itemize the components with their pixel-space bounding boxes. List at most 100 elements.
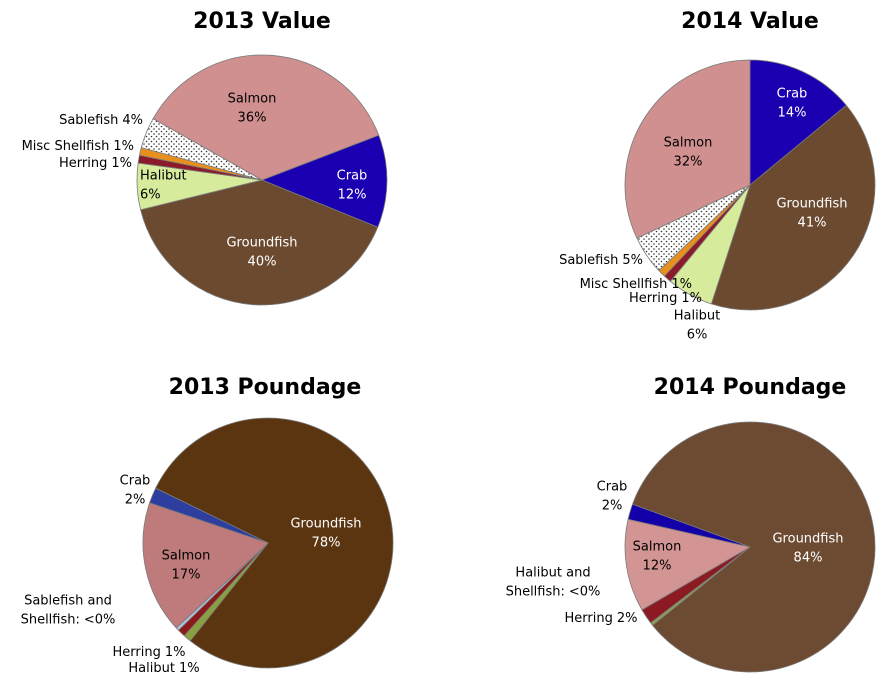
slice-label: 36% xyxy=(238,110,267,125)
slice-label: Crab xyxy=(120,473,151,488)
chart-title: 2013 Value xyxy=(193,9,331,34)
slice-label: 40% xyxy=(248,254,277,269)
slice-label: Shellfish: <0% xyxy=(21,612,116,627)
slice-value: 78% xyxy=(312,535,341,550)
slice-value: 1% xyxy=(671,277,692,292)
slice-name: Groundfish xyxy=(776,196,847,211)
slice-name: Halibut xyxy=(140,168,187,183)
pie-slice xyxy=(149,487,269,544)
pie-slice xyxy=(627,503,751,548)
slice-value: 1% xyxy=(165,645,186,660)
slice-label: 2% xyxy=(125,492,146,507)
slice-name: Shellfish: xyxy=(506,584,565,599)
slice-value: <0% xyxy=(569,584,601,599)
slice-value: 12% xyxy=(643,558,672,573)
slice-label: Sablefish and xyxy=(24,593,112,608)
slice-value: 41% xyxy=(798,215,827,230)
slice-label: 12% xyxy=(338,187,367,202)
slice-label: Sablefish 5% xyxy=(559,253,643,268)
slice-value: 32% xyxy=(674,154,703,169)
slice-label: Salmon xyxy=(162,548,211,563)
slice-name: Herring xyxy=(565,611,613,626)
slice-label: Herring 1% xyxy=(629,291,702,306)
slice-name: Groundfish xyxy=(290,516,361,531)
pie-slice xyxy=(624,518,752,611)
slice-label: Halibut 1% xyxy=(128,661,199,675)
slice-label: 41% xyxy=(798,215,827,230)
slice-label: Crab xyxy=(597,479,628,494)
pie-slice xyxy=(142,502,269,629)
slice-label: Halibut xyxy=(674,308,721,323)
slice-name: Groundfish xyxy=(226,235,297,250)
slice-value: 2% xyxy=(602,498,623,513)
slice-label: Misc Shellfish 1% xyxy=(22,139,134,154)
slice-value: 6% xyxy=(687,327,708,342)
slice-name: Misc Shellfish xyxy=(22,139,110,154)
pie-slice xyxy=(260,134,388,228)
slice-label: 2% xyxy=(602,498,623,513)
slice-label: 14% xyxy=(778,105,807,120)
chart-title: 2013 Poundage xyxy=(169,375,362,400)
slice-label: 78% xyxy=(312,535,341,550)
chart-title: 2014 Value xyxy=(681,9,819,34)
slice-name: Herring xyxy=(629,291,677,306)
slice-value: 1% xyxy=(111,156,132,171)
slice-value: 1% xyxy=(113,139,134,154)
slice-value: 14% xyxy=(778,105,807,120)
slice-name: Misc Shellfish xyxy=(580,277,668,292)
slice-label: 17% xyxy=(172,567,201,582)
slice-value: 36% xyxy=(238,110,267,125)
slice-name: Herring xyxy=(113,645,161,660)
slice-label: Halibut and xyxy=(515,565,590,580)
slice-label: Herring 1% xyxy=(113,645,186,660)
slice-name: Sablefish xyxy=(59,113,118,128)
slice-label: 6% xyxy=(687,327,708,342)
slice-label: Salmon xyxy=(664,135,713,150)
slice-name: Salmon xyxy=(664,135,713,150)
slice-value: 6% xyxy=(140,187,161,202)
slice-name: Herring xyxy=(59,156,107,171)
slice-value: 5% xyxy=(622,253,643,268)
slice-label: Groundfish xyxy=(226,235,297,250)
slice-label: Salmon xyxy=(228,91,277,106)
slice-name: Salmon xyxy=(228,91,277,106)
pie-slice xyxy=(140,179,379,306)
slice-value: 4% xyxy=(122,113,143,128)
slice-value: 12% xyxy=(338,187,367,202)
slice-value: 84% xyxy=(794,550,823,565)
slice-label: Crab xyxy=(337,168,368,183)
slice-value: 1% xyxy=(179,661,200,675)
slice-name: Halibut xyxy=(128,661,175,675)
slice-name: Crab xyxy=(337,168,368,183)
slice-label: Groundfish xyxy=(772,531,843,546)
slice-name: Groundfish xyxy=(772,531,843,546)
slice-label: Groundfish xyxy=(290,516,361,531)
pie-slice xyxy=(152,54,380,181)
slice-value: 2% xyxy=(617,611,638,626)
pie-slice xyxy=(632,421,876,673)
pie-slice xyxy=(624,59,751,239)
slice-label: 12% xyxy=(643,558,672,573)
slice-name: Crab xyxy=(777,86,808,101)
slice-label: 32% xyxy=(674,154,703,169)
slice-name: Sablefish xyxy=(559,253,618,268)
slice-value: 40% xyxy=(248,254,277,269)
slice-label: Shellfish: <0% xyxy=(506,584,601,599)
chart-title: 2014 Poundage xyxy=(654,375,847,400)
slice-label: Groundfish xyxy=(776,196,847,211)
slice-label: Halibut xyxy=(140,168,187,183)
slice-name: Halibut and xyxy=(515,565,590,580)
slice-label: Sablefish 4% xyxy=(59,113,143,128)
slice-name: Sablefish and xyxy=(24,593,112,608)
slice-name: Halibut xyxy=(674,308,721,323)
slice-name: Salmon xyxy=(633,539,682,554)
slice-name: Shellfish: xyxy=(21,612,80,627)
slice-name: Salmon xyxy=(162,548,211,563)
slice-label: Salmon xyxy=(633,539,682,554)
slice-label: 84% xyxy=(794,550,823,565)
slice-label: Herring 1% xyxy=(59,156,132,171)
slice-name: Crab xyxy=(597,479,628,494)
slice-value: 1% xyxy=(681,291,702,306)
slice-label: 6% xyxy=(140,187,161,202)
slice-value: <0% xyxy=(84,612,116,627)
